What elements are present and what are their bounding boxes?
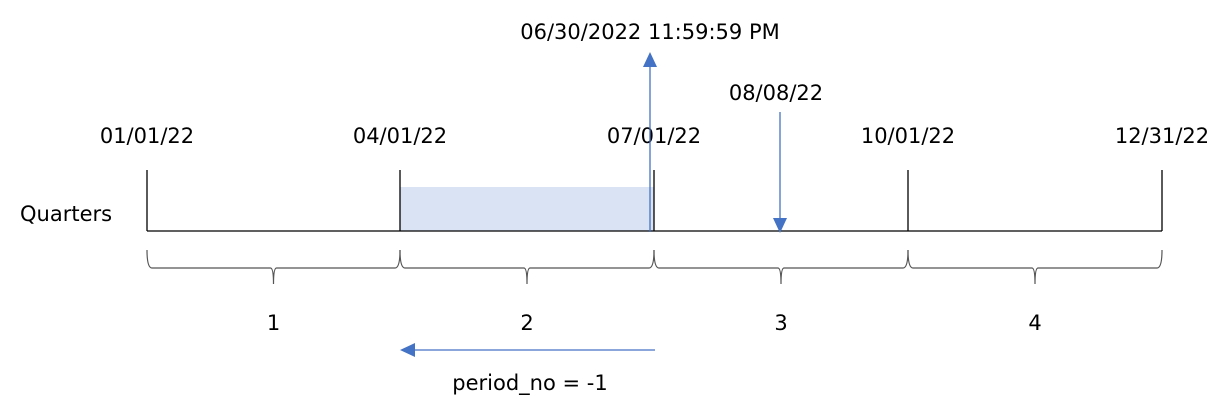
- date-label: 12/31/22: [1115, 124, 1209, 148]
- date-label: 07/01/22: [607, 124, 701, 148]
- date-label: 01/01/22: [100, 124, 194, 148]
- quarter-number: 3: [774, 311, 787, 335]
- quarter-brace: [399, 249, 655, 285]
- end-date-label: 06/30/2022 11:59:59 PM: [520, 20, 780, 44]
- quarter-brace: [907, 249, 1163, 285]
- date-label: 04/01/22: [353, 124, 447, 148]
- quarter-number: 4: [1028, 311, 1041, 335]
- period-label: period_no = -1: [452, 371, 607, 396]
- end-date-arrowhead-icon: [643, 52, 657, 67]
- input-date-label: 08/08/22: [729, 81, 823, 105]
- input-date-arrowhead-icon: [773, 218, 787, 233]
- quarter-number: 2: [520, 311, 533, 335]
- highlight-quarter-2: [400, 187, 654, 231]
- quarter-brace: [146, 249, 401, 285]
- period-arrowhead-icon: [400, 343, 415, 357]
- date-label: 10/01/22: [861, 124, 955, 148]
- quarter-brace: [653, 249, 909, 285]
- quarter-number: 1: [267, 311, 280, 335]
- row-label: Quarters: [20, 202, 112, 226]
